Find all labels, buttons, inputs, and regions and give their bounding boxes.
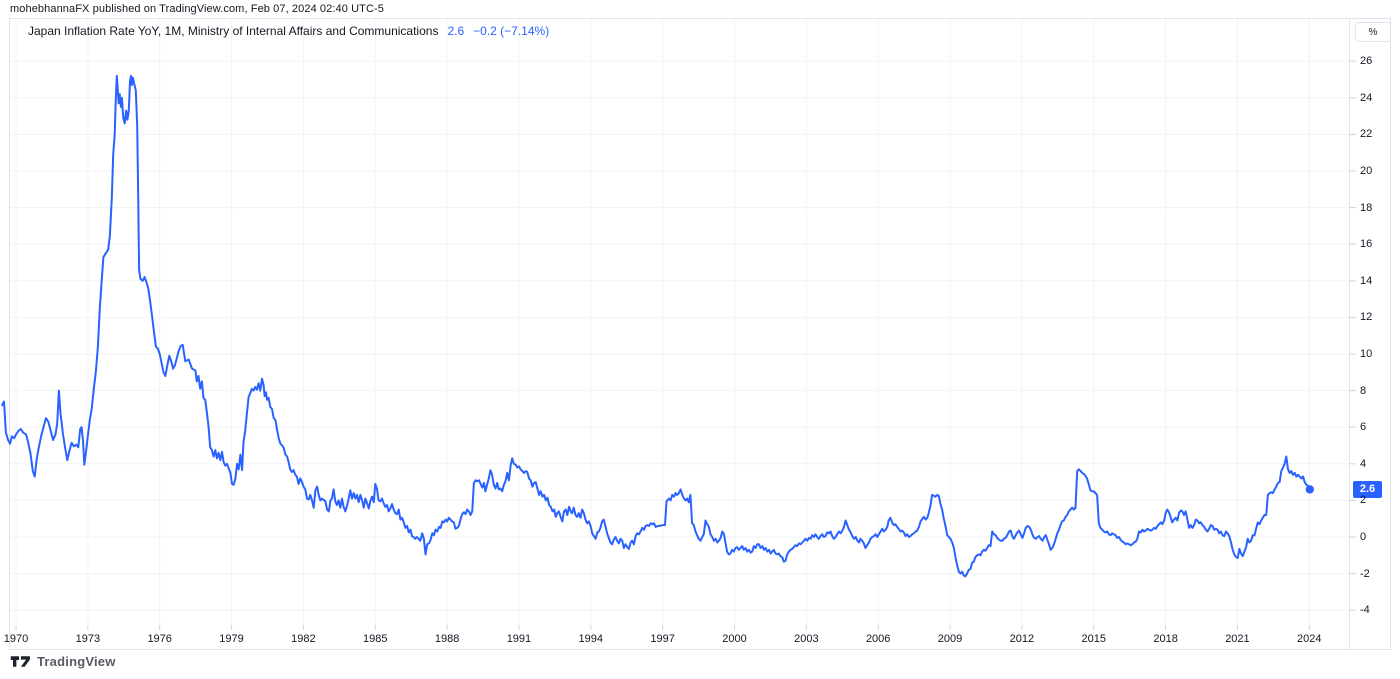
tradingview-link[interactable]: TradingView [10, 654, 116, 669]
percent-scale-button[interactable]: % [1355, 22, 1391, 42]
last-price-badge: 2.6 [1353, 480, 1382, 498]
last-price-badge-text: 2.6 [1359, 483, 1376, 496]
time-scale-label: 2006 [865, 633, 891, 645]
chart-pane[interactable] [10, 19, 1349, 625]
time-scale-label: 1973 [75, 633, 101, 645]
symbol-title: Japan Inflation Rate YoY, 1M, Ministry o… [28, 24, 439, 38]
time-scale-label: 1985 [363, 633, 388, 645]
time-scale-label: 1994 [578, 633, 604, 645]
price-axis-separator [1349, 18, 1350, 650]
tradingview-logo-icon [10, 654, 31, 669]
time-scale-label: 2000 [722, 633, 747, 645]
time-scale-label: 2024 [1297, 633, 1322, 645]
time-scale-label: 1988 [434, 633, 460, 645]
last-value: 2.6 [447, 24, 465, 38]
price-scale-label: 8 [1360, 384, 1367, 397]
tradingview-watermark-text: TradingView [37, 654, 116, 669]
time-scale-label: 2012 [1009, 633, 1035, 645]
legend: Japan Inflation Rate YoY, 1M, Ministry o… [28, 24, 549, 39]
time-scale-label: 1976 [147, 633, 172, 645]
price-scale-label: 4 [1360, 457, 1367, 470]
price-scale-label: 26 [1360, 55, 1373, 68]
price-scale-label: 2 [1360, 494, 1367, 507]
price-scale-label: 18 [1360, 201, 1373, 214]
time-scale-label: 2003 [794, 633, 819, 645]
price-scale-label: -2 [1360, 567, 1370, 580]
price-scale-label: 6 [1360, 421, 1367, 434]
time-scale-label: 2009 [937, 633, 963, 645]
price-scale-label: 20 [1360, 165, 1373, 177]
time-scale-label: 2018 [1153, 633, 1178, 645]
price-scale-label: 14 [1360, 274, 1373, 287]
price-scale-label: 10 [1360, 348, 1373, 360]
publish-header: mohebhannaFX published on TradingView.co… [10, 3, 385, 15]
time-scale-label: 1991 [506, 633, 532, 645]
time-scale-label: 1979 [219, 633, 244, 645]
price-scale-label: -4 [1360, 604, 1370, 617]
time-scale-label: 1982 [291, 633, 316, 645]
time-scale-label: 1997 [650, 633, 675, 645]
price-scale-label: 24 [1360, 91, 1373, 104]
time-scale-label: 1970 [3, 633, 29, 645]
price-scale-label: 16 [1360, 238, 1373, 251]
change-value: −0.2 (−7.14%) [473, 24, 550, 38]
price-scale-label: 22 [1360, 128, 1373, 141]
time-scale-label: 2015 [1081, 633, 1106, 645]
price-scale-label: 0 [1360, 531, 1367, 543]
time-scale-label: 2021 [1225, 633, 1250, 645]
price-scale-label: 12 [1360, 311, 1373, 324]
